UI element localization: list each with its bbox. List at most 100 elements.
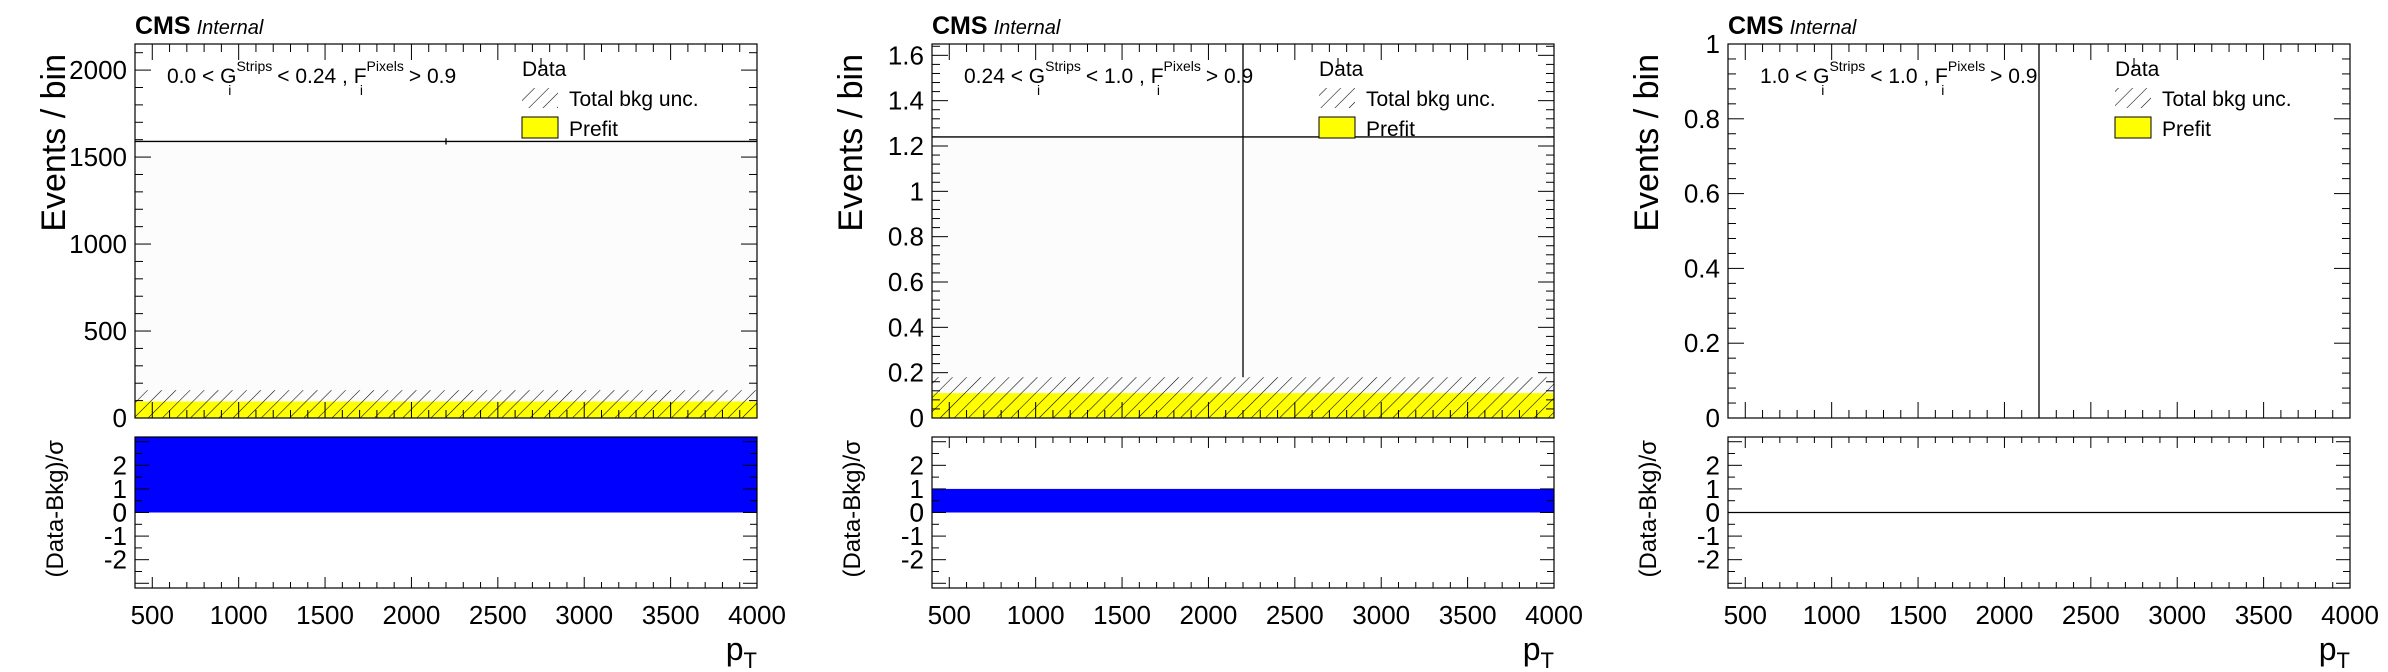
- legend-data-label: Data: [1319, 58, 1364, 81]
- selection-middle: < 1.0 , F: [1080, 65, 1163, 88]
- top-y-tick-label: 0.4: [888, 312, 924, 342]
- top-y-tick-label: 0: [1706, 403, 1720, 433]
- ratio-y-tick-label: -2: [901, 545, 924, 575]
- legend-unc-label: Total bkg unc.: [2162, 88, 2292, 111]
- cms-status: Internal: [1790, 17, 1857, 39]
- x-tick-label: 1500: [1889, 600, 1947, 630]
- ratio-y-axis-title: (Data-Bkg)/σ: [1635, 440, 1662, 578]
- x-axis-title-subscript: T: [1541, 648, 1554, 672]
- ratio-y-tick-label: 1: [113, 474, 127, 504]
- legend-unc-label: Total bkg unc.: [569, 88, 699, 111]
- legend-unc-swatch: [1319, 88, 1355, 108]
- pull-bar: [932, 488, 1554, 513]
- selection-f-superscript: Pixels: [367, 58, 404, 74]
- ratio-y-axis-title: (Data-Bkg)/σ: [839, 440, 866, 578]
- ratio-y-tick-label: 2: [113, 450, 127, 480]
- legend-unc-label: Total bkg unc.: [1366, 88, 1496, 111]
- x-tick-label: 4000: [1525, 600, 1583, 630]
- x-tick-label: 2000: [1180, 600, 1238, 630]
- top-y-tick-label: 1000: [69, 229, 127, 259]
- legend-prefit-label: Prefit: [569, 118, 618, 141]
- top-y-tick-label: 1: [1706, 29, 1720, 59]
- top-y-tick-label: 500: [84, 316, 127, 346]
- y-axis-title: Events / bin: [35, 54, 73, 232]
- cms-label: CMS Internal: [932, 12, 1061, 40]
- top-y-tick-label: 0.2: [888, 358, 924, 388]
- x-tick-label: 3500: [2235, 600, 2293, 630]
- x-tick-label: 500: [131, 600, 174, 630]
- top-y-tick-label: 0.6: [888, 267, 924, 297]
- selection-suffix: > 0.9: [1984, 65, 2037, 88]
- x-tick-label: 500: [1724, 600, 1767, 630]
- selection-label: 0.0 < GStrips i < 0.24 , FPixels i > 0.9: [167, 58, 456, 98]
- ratio-y-tick-label: -2: [104, 545, 127, 575]
- selection-g-superscript: Strips: [236, 58, 272, 74]
- x-axis-title: pT: [726, 631, 757, 672]
- top-y-tick-label: 0.6: [1684, 179, 1720, 209]
- selection-g-subscript: i: [228, 82, 231, 98]
- x-tick-label: 3000: [1352, 600, 1410, 630]
- ratio-y-tick-label: 0: [1706, 498, 1720, 528]
- top-y-tick-label: 0: [910, 403, 924, 433]
- selection-g-superscript: Strips: [1045, 58, 1081, 74]
- x-tick-label: 4000: [2321, 600, 2379, 630]
- ratio-y-axis-title: (Data-Bkg)/σ: [42, 440, 69, 578]
- cms-label: CMS Internal: [135, 12, 264, 40]
- ratio-y-tick-label: -1: [1697, 521, 1720, 551]
- ratio-y-tick-label: 1: [910, 474, 924, 504]
- ratio-y-tick-label: 2: [910, 450, 924, 480]
- top-y-tick-label: 1: [910, 176, 924, 206]
- x-tick-label: 2000: [383, 600, 441, 630]
- ratio-y-tick-label: 2: [1706, 450, 1720, 480]
- legend-prefit-swatch: [521, 116, 559, 139]
- x-tick-label: 3500: [1439, 600, 1497, 630]
- selection-label: 1.0 < GStrips i < 1.0 , FPixels i > 0.9: [1760, 58, 2037, 98]
- selection-f-superscript: Pixels: [1948, 58, 1985, 74]
- selection-label: 0.24 < GStrips i < 1.0 , FPixels i > 0.9: [964, 58, 1253, 98]
- selection-g-superscript: Strips: [1829, 58, 1865, 74]
- top-y-tick-label: 0.8: [1684, 104, 1720, 134]
- ratio-y-tick-label: -1: [104, 521, 127, 551]
- top-y-tick-label: 0.4: [1684, 253, 1720, 283]
- ratio-y-tick-label: 0: [910, 498, 924, 528]
- cms-label: CMS Internal: [1728, 12, 1857, 40]
- ratio-y-tick-label: 0: [1706, 498, 1720, 528]
- ratio-y-tick-label: 0: [113, 498, 127, 528]
- x-axis-title: pT: [2319, 631, 2350, 672]
- x-tick-label: 3500: [642, 600, 700, 630]
- x-axis-title: pT: [1523, 631, 1554, 672]
- x-tick-label: 3000: [2148, 600, 2206, 630]
- ratio-y-tick-label: 0: [113, 498, 127, 528]
- cms-status: Internal: [197, 17, 264, 39]
- bkg-fill-region: [135, 141, 757, 419]
- selection-f-subscript: i: [1941, 82, 1944, 98]
- pull-bar: [135, 437, 757, 513]
- ratio-y-tick-label: 0: [910, 498, 924, 528]
- ratio-y-tick-label: -2: [1697, 545, 1720, 575]
- x-tick-label: 4000: [728, 600, 786, 630]
- x-tick-label: 2500: [2062, 600, 2120, 630]
- x-tick-label: 1500: [296, 600, 354, 630]
- selection-f-subscript: i: [1157, 82, 1160, 98]
- selection-suffix: > 0.9: [1200, 65, 1253, 88]
- legend-unc-swatch: [2115, 88, 2151, 108]
- top-y-tick-label: 1.4: [888, 86, 924, 116]
- x-tick-label: 1500: [1093, 600, 1151, 630]
- selection-middle: < 0.24 , F: [271, 65, 366, 88]
- x-axis-title-subscript: T: [2337, 648, 2350, 672]
- selection-middle: < 1.0 , F: [1864, 65, 1947, 88]
- x-tick-label: 1000: [210, 600, 268, 630]
- x-tick-label: 500: [928, 600, 971, 630]
- top-y-tick-label: 0.2: [1684, 328, 1720, 358]
- x-tick-label: 2500: [469, 600, 527, 630]
- legend-prefit-swatch: [1318, 116, 1356, 139]
- top-y-tick-label: 0.8: [888, 222, 924, 252]
- selection-g-subscript: i: [1037, 82, 1040, 98]
- x-axis-title-subscript: T: [744, 648, 757, 672]
- x-tick-label: 2000: [1976, 600, 2034, 630]
- ratio-y-tick-label: 1: [1706, 474, 1720, 504]
